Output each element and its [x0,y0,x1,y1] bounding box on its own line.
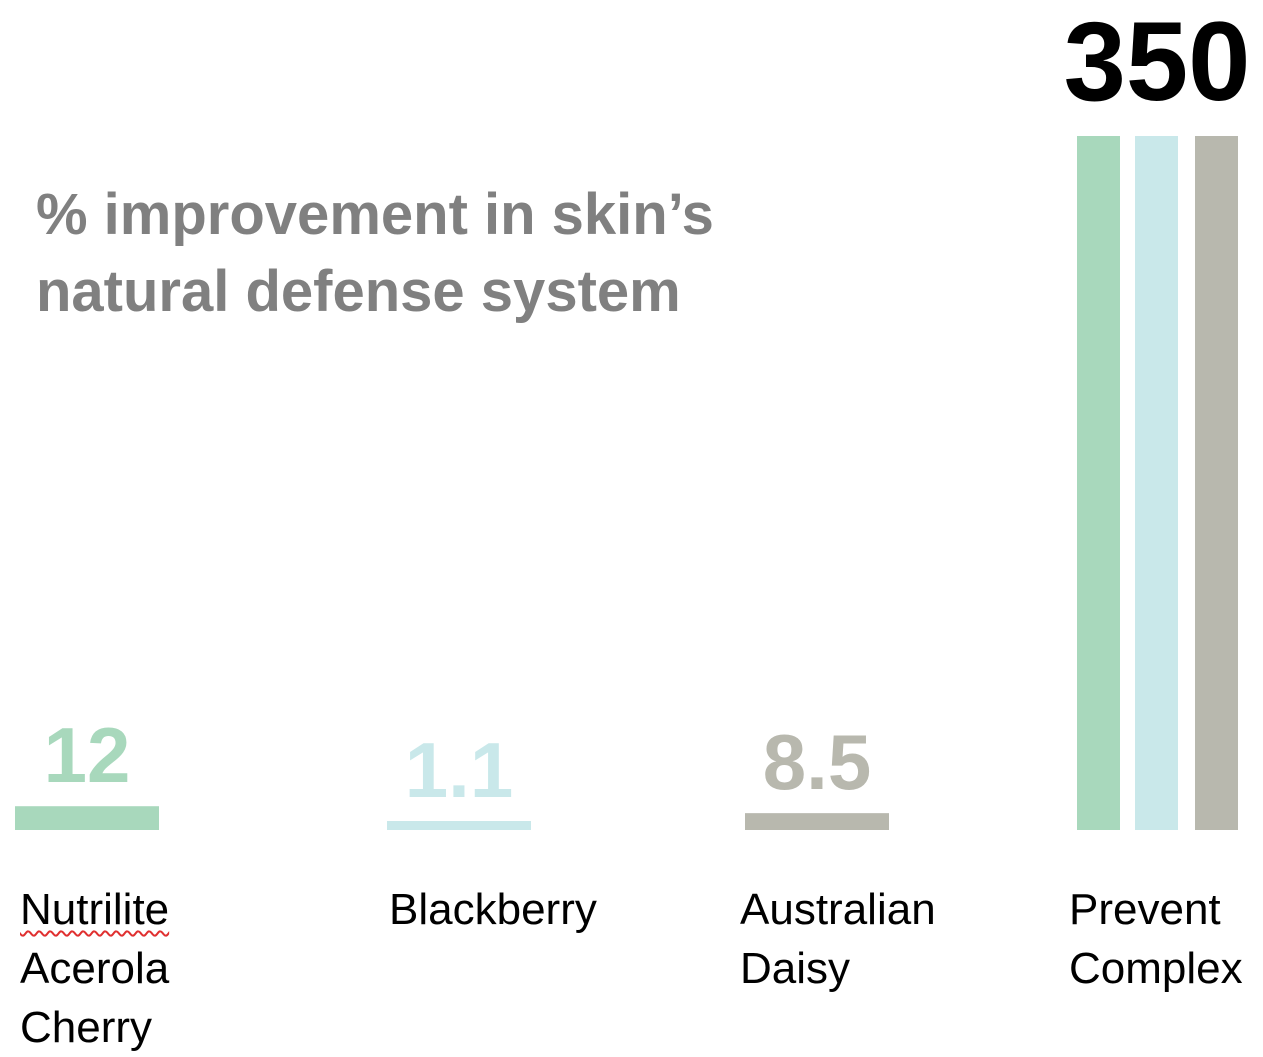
category-label-line: Prevent [1069,885,1221,934]
bar-nutrilite-acerola-cherry [15,806,159,830]
category-label-nutrilite-acerola-cherry: Nutrilite Acerola Cherry [20,880,169,1057]
category-label-blackberry: Blackberry [389,880,597,939]
chart-title-line-2: natural defense system [36,259,681,324]
category-label-line: Nutrilite [20,885,170,934]
value-labels-group: 12 1.1 8.5 350 [44,0,1251,814]
value-label-prevent-complex: 350 [1064,0,1251,124]
bar-australian-daisy [745,813,889,830]
category-label-line: Australian [740,885,936,934]
category-label-prevent-complex: Prevent Complex [1069,880,1243,998]
bar-prevent-complex-part-2 [1135,136,1178,830]
value-label-nutrilite-acerola-cherry: 12 [44,711,131,799]
bar-prevent-complex-part-1 [1077,136,1120,830]
chart-title: % improvement in skin’s natural defense … [36,176,714,330]
value-label-australian-daisy: 8.5 [763,718,871,806]
bar-prevent-complex-part-3 [1195,136,1238,830]
chart-title-line-1: % improvement in skin’s [36,182,714,247]
bars-group [15,136,1238,830]
bar-blackberry [387,821,531,830]
category-label-line: Complex [1069,944,1243,993]
value-label-blackberry: 1.1 [405,726,513,814]
category-label-line: Daisy [740,944,851,993]
category-label-line: Blackberry [389,885,597,934]
category-label-line: Acerola [20,944,170,993]
category-label-australian-daisy: Australian Daisy [740,880,936,998]
category-label-line: Cherry [20,1003,153,1052]
